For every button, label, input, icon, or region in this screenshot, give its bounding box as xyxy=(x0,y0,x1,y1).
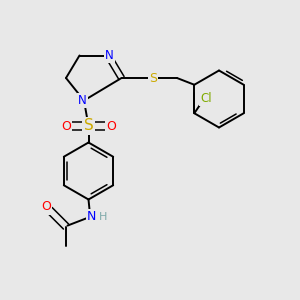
Text: O: O xyxy=(41,200,51,214)
Text: S: S xyxy=(84,118,93,134)
Text: O: O xyxy=(106,119,116,133)
Text: H: H xyxy=(99,212,108,223)
Text: S: S xyxy=(149,71,157,85)
Text: N: N xyxy=(78,94,87,107)
Text: Cl: Cl xyxy=(200,92,212,105)
Text: N: N xyxy=(105,49,114,62)
Text: N: N xyxy=(87,209,96,223)
Text: O: O xyxy=(61,119,71,133)
